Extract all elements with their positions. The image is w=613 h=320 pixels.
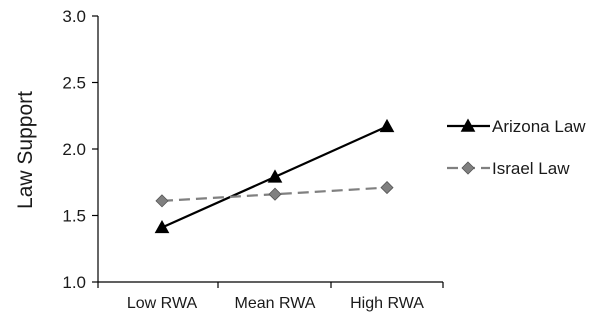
- x-category-label-0: Low RWA: [127, 295, 198, 312]
- y-tick-label-2: 2.0: [62, 140, 86, 159]
- y-tick-label-3: 2.5: [62, 74, 86, 93]
- y-tick-label-1: 1.5: [62, 207, 86, 226]
- series-0-point-1: [267, 169, 283, 183]
- legend-marker-0: [460, 118, 476, 132]
- plot-area: 1.0 1.5 2.0 2.5 3.0 Low RWA Mean RWA High RWA: [62, 7, 444, 312]
- series-0-point-2: [379, 118, 395, 133]
- legend-marker-1: [461, 161, 475, 175]
- series-0-point-0: [154, 219, 170, 234]
- legend: Arizona Law Israel Law: [447, 117, 586, 178]
- y-tick-label-4: 3.0: [62, 7, 86, 26]
- series-line-1: [161, 186, 388, 202]
- legend-label-0: Arizona Law: [492, 117, 586, 136]
- y-tick-label-0: 1.0: [62, 273, 86, 292]
- series-1-point-2: [380, 181, 394, 195]
- series-1-point-0: [155, 194, 169, 208]
- x-category-label-2: High RWA: [350, 295, 424, 312]
- series-1-point-1: [268, 187, 282, 201]
- x-category-label-1: Mean RWA: [235, 295, 316, 312]
- legend-label-1: Israel Law: [492, 159, 570, 178]
- y-axis-title: Law Support: [14, 91, 37, 209]
